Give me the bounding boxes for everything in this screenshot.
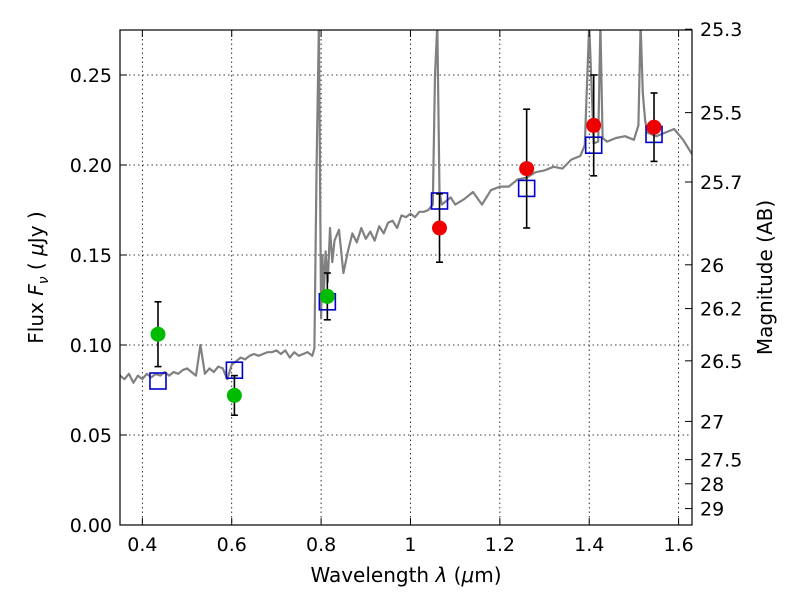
x-tick-label: 0.8 <box>306 534 336 556</box>
y-tick-label: 0.25 <box>70 65 112 87</box>
axis-ticks: 0.4 0.6 0.8 1 1.2 1.4 1.6 0.00 0.05 0.10 0.15 0.20 0… <box>70 19 743 556</box>
y-tick-label: 0.20 <box>70 155 112 177</box>
y2-tick-label: 26.5 <box>700 351 742 373</box>
y-tick-label: 0.10 <box>70 335 112 357</box>
y2-tick-label: 25.3 <box>700 19 742 41</box>
y-axis-label: Flux Fν ( μJy ) <box>24 211 52 343</box>
plot-area <box>120 30 692 417</box>
y2-tick-label: 26.2 <box>700 299 742 321</box>
y2-tick-label: 29 <box>700 499 724 521</box>
observed-optical-point <box>150 326 166 342</box>
y2-tick-label: 25.5 <box>700 103 742 125</box>
observed-nir-point <box>432 220 448 236</box>
x-tick-label: 1.6 <box>663 534 693 556</box>
secondary-y-axis-label: Magnitude (AB) <box>753 200 777 355</box>
observed-nir-point <box>519 161 535 177</box>
grid-lines <box>120 30 692 526</box>
x-tick-label: 0.4 <box>127 534 157 556</box>
x-tick-label: 1.2 <box>485 534 515 556</box>
y-tick-label: 0.05 <box>70 425 112 447</box>
y2-tick-label: 25.7 <box>700 172 742 194</box>
observed-nir-point <box>586 117 602 133</box>
plot-frame <box>119 29 693 526</box>
observed-optical-point <box>319 288 335 304</box>
model-photometry-square <box>149 372 167 390</box>
y2-tick-label: 27.5 <box>700 450 742 472</box>
y-tick-label: 0.15 <box>70 245 112 267</box>
y-tick-label: 0.00 <box>70 515 112 537</box>
x-tick-label: 0.6 <box>217 534 247 556</box>
y2-tick-label: 26 <box>700 255 724 277</box>
observed-nir-point <box>646 119 662 135</box>
x-tick-label: 1.4 <box>574 534 604 556</box>
model-spectrum-line <box>120 30 692 384</box>
x-axis-label: Wavelength λ (μm) <box>310 563 501 587</box>
observed-optical-point <box>226 387 242 403</box>
x-tick-label: 1 <box>404 534 416 556</box>
y2-tick-label: 28 <box>700 474 724 496</box>
y2-tick-label: 27 <box>700 411 724 433</box>
